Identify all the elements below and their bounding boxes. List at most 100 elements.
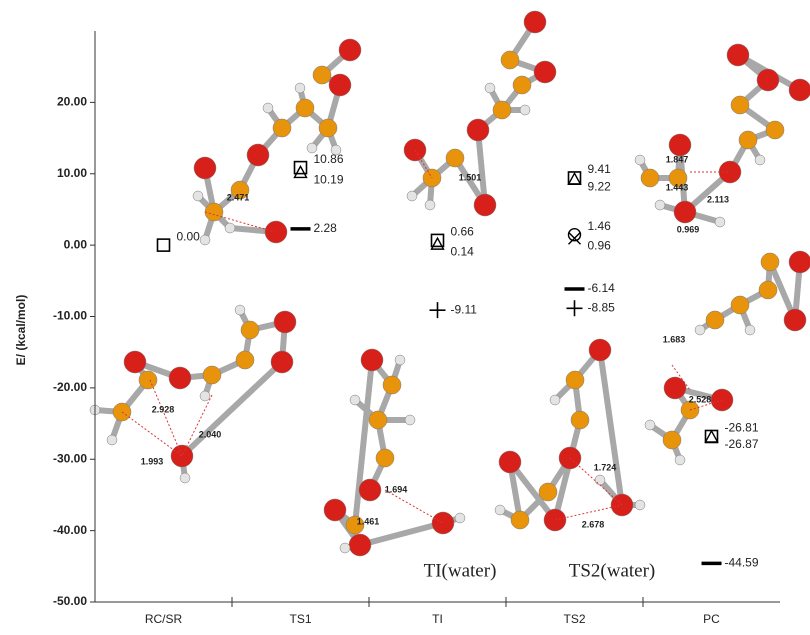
atom xyxy=(193,191,203,201)
marker-plus xyxy=(430,302,446,318)
structure-caption: TS2(water) xyxy=(569,560,656,581)
bond-length: 2.471 xyxy=(227,192,250,202)
y-tick-label: -40.00 xyxy=(53,523,87,537)
atom xyxy=(180,473,190,483)
x-tick-label: PC xyxy=(703,612,720,626)
atom xyxy=(495,505,505,515)
atom xyxy=(655,200,665,210)
atom xyxy=(169,367,191,389)
atom xyxy=(513,76,531,94)
data-label: 0.14 xyxy=(451,244,475,258)
atom xyxy=(339,39,361,61)
data-label: 0.00 xyxy=(177,229,201,243)
y-tick-label: 10.00 xyxy=(57,166,87,180)
bond-length: 1.501 xyxy=(459,172,482,182)
bond-length: 2.528 xyxy=(689,394,712,404)
data-label: 1.46 xyxy=(588,219,612,233)
atom xyxy=(635,500,645,510)
bond-length: 1.993 xyxy=(141,456,164,466)
y-axis-title: E/ (kcal/mol) xyxy=(14,295,28,366)
bond-length: 2.113 xyxy=(707,194,729,204)
atom xyxy=(493,101,511,119)
atom xyxy=(274,311,296,333)
atom xyxy=(361,349,383,371)
marker-square xyxy=(158,239,170,251)
atom xyxy=(405,415,415,425)
atom xyxy=(501,51,519,69)
y-tick-label: -20.00 xyxy=(53,380,87,394)
atom xyxy=(731,96,749,114)
data-label: -6.14 xyxy=(588,281,616,295)
atom xyxy=(745,325,755,335)
atom xyxy=(329,74,351,96)
atom xyxy=(499,451,521,473)
atom xyxy=(350,395,360,405)
atom xyxy=(641,169,659,187)
molecule xyxy=(90,305,296,483)
x-tick-label: TI xyxy=(432,612,443,626)
atom xyxy=(324,499,346,521)
atom xyxy=(784,309,806,331)
atom xyxy=(369,411,387,429)
atom xyxy=(349,534,371,556)
atom xyxy=(271,351,293,373)
atom xyxy=(273,119,291,137)
data-label: 9.41 xyxy=(588,162,612,176)
data-label: 0.96 xyxy=(588,238,612,252)
atom xyxy=(263,103,273,113)
data-label: -26.87 xyxy=(725,437,759,451)
atom xyxy=(566,371,584,389)
atom xyxy=(359,479,381,501)
atom xyxy=(674,201,696,223)
molecules xyxy=(90,11,810,556)
atom xyxy=(761,253,779,271)
data-label: 0.66 xyxy=(451,225,475,239)
bond-length: 1.847 xyxy=(666,154,689,164)
bond-length: 1.443 xyxy=(666,182,689,192)
structure-caption: TI(water) xyxy=(424,560,497,581)
bond-length: 2.928 xyxy=(152,404,175,414)
atom xyxy=(241,321,259,339)
atom xyxy=(383,376,401,394)
atom xyxy=(407,191,417,201)
atom xyxy=(200,391,210,401)
data-label: -9.11 xyxy=(451,302,478,316)
atom xyxy=(675,455,685,465)
molecule xyxy=(495,339,645,531)
atom xyxy=(455,513,465,523)
data-label: 9.22 xyxy=(588,179,612,193)
atom xyxy=(296,99,314,117)
atom xyxy=(757,69,779,91)
atom xyxy=(727,44,749,66)
atom xyxy=(200,235,210,245)
marker-plus xyxy=(567,300,583,316)
molecule xyxy=(324,349,465,556)
atom xyxy=(425,200,435,210)
atom xyxy=(755,155,765,165)
atom xyxy=(524,11,546,33)
atom xyxy=(589,339,611,361)
data-label: 10.19 xyxy=(314,173,344,187)
atom xyxy=(376,449,394,467)
molecule xyxy=(404,11,556,216)
bond-length: 2.040 xyxy=(199,429,222,439)
bond-length: 0.969 xyxy=(677,224,700,234)
atom xyxy=(635,155,645,165)
chart: E/ (kcal/mol) 2.471 1.501 1.847 1.443 2.113 0… xyxy=(0,0,810,630)
atom xyxy=(766,121,784,139)
hydrogen-bond xyxy=(150,380,182,456)
x-tick-label: RC/SR xyxy=(145,612,183,626)
marker-triangle xyxy=(706,431,718,442)
series: -9.11 -8.85 xyxy=(430,300,616,318)
atom xyxy=(467,119,489,141)
y-tick-label: -30.00 xyxy=(53,451,87,465)
atom xyxy=(664,377,686,399)
data-label: -8.85 xyxy=(588,300,616,314)
bond-length: 1.461 xyxy=(357,516,380,526)
bond-length: 2.678 xyxy=(582,519,605,529)
marker-triangle xyxy=(295,166,307,177)
y-tick-label: -50.00 xyxy=(53,594,87,608)
atom xyxy=(124,351,146,373)
atom xyxy=(759,281,777,299)
marker-triangle xyxy=(432,238,444,249)
